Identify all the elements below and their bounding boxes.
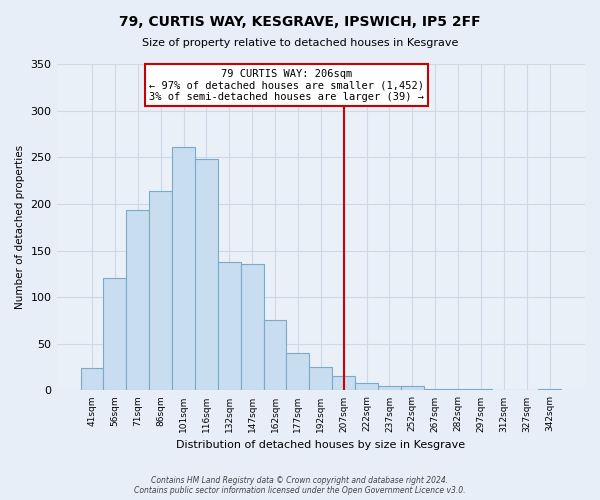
Bar bbox=[172, 147, 195, 390]
Text: 79, CURTIS WAY, KESGRAVE, IPSWICH, IP5 2FF: 79, CURTIS WAY, KESGRAVE, IPSWICH, IP5 2… bbox=[119, 15, 481, 29]
Bar bbox=[263, 320, 286, 390]
Text: 79 CURTIS WAY: 206sqm
← 97% of detached houses are smaller (1,452)
3% of semi-de: 79 CURTIS WAY: 206sqm ← 97% of detached … bbox=[149, 68, 424, 102]
Text: Contains HM Land Registry data © Crown copyright and database right 2024.
Contai: Contains HM Land Registry data © Crown c… bbox=[134, 476, 466, 495]
Bar bbox=[241, 264, 263, 390]
Bar bbox=[149, 191, 172, 390]
Bar bbox=[218, 262, 241, 390]
Bar bbox=[401, 386, 424, 390]
Y-axis label: Number of detached properties: Number of detached properties bbox=[15, 145, 25, 310]
Bar bbox=[195, 159, 218, 390]
Bar bbox=[103, 278, 127, 390]
Bar bbox=[332, 376, 355, 390]
Bar bbox=[378, 386, 401, 390]
Bar bbox=[424, 388, 446, 390]
X-axis label: Distribution of detached houses by size in Kesgrave: Distribution of detached houses by size … bbox=[176, 440, 466, 450]
Bar bbox=[286, 353, 310, 391]
Bar bbox=[127, 210, 149, 390]
Text: Size of property relative to detached houses in Kesgrave: Size of property relative to detached ho… bbox=[142, 38, 458, 48]
Bar bbox=[355, 383, 378, 390]
Bar bbox=[80, 368, 103, 390]
Bar bbox=[310, 367, 332, 390]
